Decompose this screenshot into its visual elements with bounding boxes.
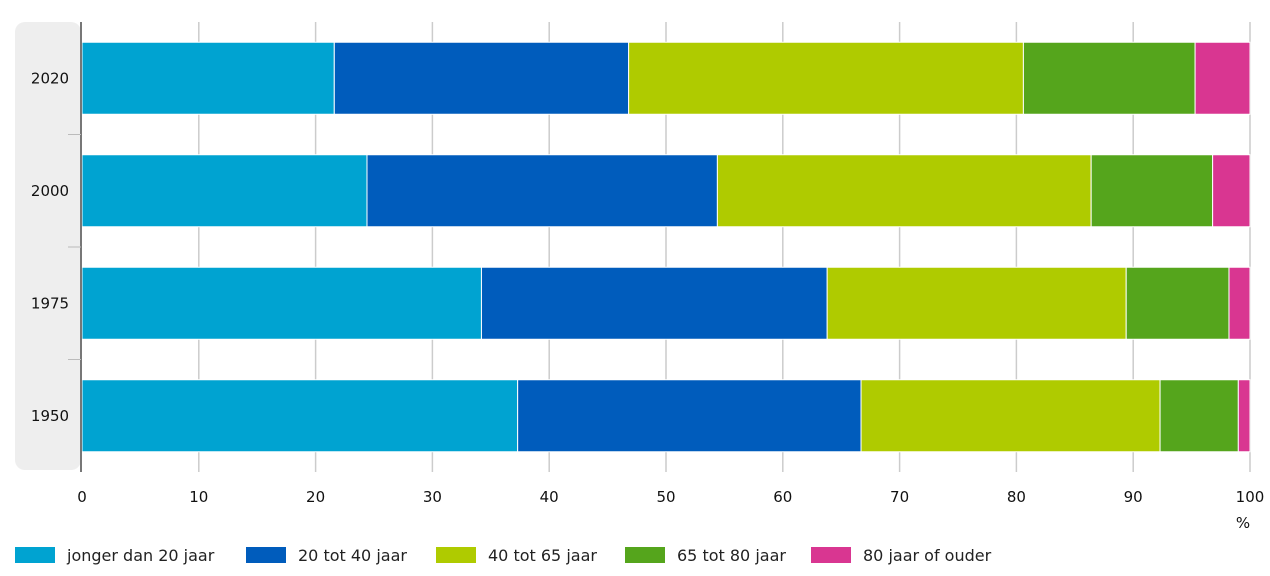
- category-axis-background: [15, 22, 81, 470]
- legend: jonger dan 20 jaar 20 tot 40 jaar 40 tot 6…: [15, 546, 992, 565]
- bar-segment: [1090, 154, 1214, 228]
- x-tick-label: 50: [656, 488, 675, 506]
- legend-swatch: [246, 547, 286, 563]
- value-axis-unit: %: [1236, 514, 1250, 532]
- x-tick-label: 20: [306, 488, 325, 506]
- x-tick-label: 90: [1124, 488, 1143, 506]
- bar-segment: [81, 266, 482, 340]
- x-tick-label: 80: [1007, 488, 1026, 506]
- bar-segment: [1125, 266, 1230, 340]
- legend-label: 65 tot 80 jaar: [677, 546, 786, 565]
- bar-segment: [628, 41, 1024, 115]
- category-labels: 2020 2000 1975 1950: [31, 69, 81, 425]
- x-tick-label: 30: [423, 488, 442, 506]
- bar-segment: [860, 379, 1161, 453]
- bar-segment: [480, 266, 828, 340]
- x-tick-label: 100: [1236, 488, 1265, 506]
- bar-segment: [1022, 41, 1196, 115]
- legend-label: jonger dan 20 jaar: [66, 546, 215, 565]
- bar-segment: [1194, 41, 1251, 115]
- bar-segment: [333, 41, 630, 115]
- category-label: 2000: [31, 182, 69, 200]
- legend-swatch: [436, 547, 476, 563]
- bar-segment: [81, 379, 519, 453]
- bar-segment: [81, 41, 335, 115]
- bar-segment: [81, 154, 368, 228]
- bar-segment: [517, 379, 862, 453]
- bar-segment: [1212, 154, 1251, 228]
- bar-segment: [826, 266, 1127, 340]
- bar-segment: [1159, 379, 1239, 453]
- x-tick-label: 70: [890, 488, 909, 506]
- bar-segment: [1228, 266, 1251, 340]
- x-tick-label: 10: [189, 488, 208, 506]
- category-label: 1975: [31, 294, 69, 312]
- x-tick-label: 60: [773, 488, 792, 506]
- legend-label: 80 jaar of ouder: [863, 546, 992, 565]
- category-label: 2020: [31, 69, 69, 87]
- bars: [81, 41, 1251, 453]
- legend-swatch: [811, 547, 851, 563]
- x-tick-label: 40: [540, 488, 559, 506]
- category-label: 1950: [31, 407, 69, 425]
- bar-segment: [716, 154, 1092, 228]
- bar-segment: [1237, 379, 1251, 453]
- value-axis-ticks: 0 10 20 30 40 50 60 70 80 90 100: [77, 488, 1264, 506]
- legend-label: 40 tot 65 jaar: [488, 546, 597, 565]
- legend-label: 20 tot 40 jaar: [298, 546, 407, 565]
- legend-swatch: [625, 547, 665, 563]
- bar-segment: [366, 154, 718, 228]
- x-tick-label: 0: [77, 488, 87, 506]
- legend-swatch: [15, 547, 55, 563]
